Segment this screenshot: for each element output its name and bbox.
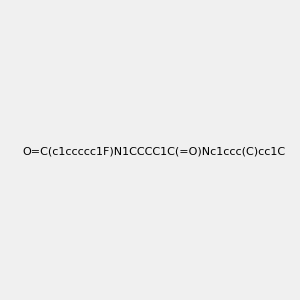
Text: O=C(c1ccccc1F)N1CCCC1C(=O)Nc1ccc(C)cc1C: O=C(c1ccccc1F)N1CCCC1C(=O)Nc1ccc(C)cc1C xyxy=(22,146,285,157)
